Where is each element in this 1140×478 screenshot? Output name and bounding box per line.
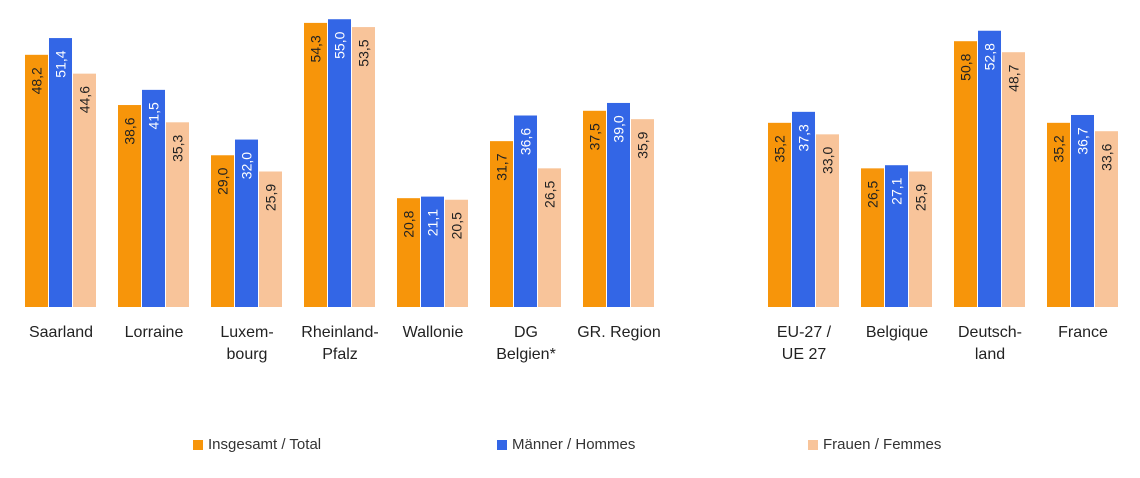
bar-luxem-bourg-insgesamt-total bbox=[211, 155, 234, 307]
bar-gr-region-insgesamt-total bbox=[583, 110, 606, 307]
bar-lorraine-frauen-femmes bbox=[166, 122, 189, 307]
legend-label-women: Frauen / Femmes bbox=[823, 436, 942, 453]
data-label-france-frauen-femmes: 33,6 bbox=[1099, 143, 1115, 170]
data-label-belgique-m-nner-hommes: 27,1 bbox=[889, 177, 905, 204]
data-label-gr-region-m-nner-hommes: 39,0 bbox=[611, 115, 627, 142]
data-label-luxem-bourg-frauen-femmes: 25,9 bbox=[263, 184, 279, 211]
bar-luxem-bourg-m-nner-hommes bbox=[235, 139, 258, 307]
bar-rheinland-pfalz-m-nner-hommes bbox=[328, 19, 351, 307]
bar-dg-belgien-m-nner-hommes bbox=[514, 115, 537, 307]
legend-label-men: Männer / Hommes bbox=[512, 436, 636, 453]
data-label-rheinland-pfalz-m-nner-hommes: 55,0 bbox=[332, 31, 348, 58]
category-label-gr-region: GR. Region bbox=[577, 324, 661, 341]
bar-deutsch-land-frauen-femmes bbox=[1002, 52, 1025, 307]
data-label-luxem-bourg-m-nner-hommes: 32,0 bbox=[239, 152, 255, 179]
bar-dg-belgien-frauen-femmes bbox=[538, 168, 561, 307]
bar-saarland-insgesamt-total bbox=[25, 54, 48, 307]
data-label-wallonie-frauen-femmes: 20,5 bbox=[449, 212, 465, 239]
category-label-belgique: Belgique bbox=[866, 324, 928, 341]
bar-wallonie-frauen-femmes bbox=[445, 199, 468, 307]
category-label-deutsch-land: Deutsch-land bbox=[958, 324, 1022, 363]
data-label-dg-belgien-m-nner-hommes: 36,6 bbox=[518, 128, 534, 155]
data-label-lorraine-insgesamt-total: 38,6 bbox=[122, 117, 138, 144]
data-label-deutsch-land-m-nner-hommes: 52,8 bbox=[982, 43, 998, 70]
bar-dg-belgien-insgesamt-total bbox=[490, 141, 513, 307]
bar-deutsch-land-m-nner-hommes bbox=[978, 30, 1001, 307]
bar-gr-region-frauen-femmes bbox=[631, 119, 654, 307]
data-label-gr-region-frauen-femmes: 35,9 bbox=[635, 131, 651, 158]
bar-deutsch-land-insgesamt-total bbox=[954, 41, 977, 307]
bar-luxem-bourg-frauen-femmes bbox=[259, 171, 282, 307]
data-label-deutsch-land-frauen-femmes: 48,7 bbox=[1006, 64, 1022, 91]
bar-lorraine-insgesamt-total bbox=[118, 105, 141, 308]
bar-belgique-insgesamt-total bbox=[861, 168, 884, 307]
bar-belgique-m-nner-hommes bbox=[885, 165, 908, 307]
category-label-dg-belgien: DG Belgien* bbox=[496, 324, 556, 363]
bar-lorraine-m-nner-hommes bbox=[142, 89, 165, 307]
bar-wallonie-insgesamt-total bbox=[397, 198, 420, 307]
data-label-rheinland-pfalz-frauen-femmes: 53,5 bbox=[356, 39, 372, 66]
data-label-belgique-frauen-femmes: 25,9 bbox=[913, 184, 929, 211]
data-label-rheinland-pfalz-insgesamt-total: 54,3 bbox=[308, 35, 324, 62]
category-label-eu-27-ue-27: EU-27 /UE 27 bbox=[777, 324, 832, 363]
data-label-deutsch-land-insgesamt-total: 50,8 bbox=[958, 53, 974, 80]
category-label-saarland: Saarland bbox=[29, 324, 93, 341]
bar-france-frauen-femmes bbox=[1095, 131, 1118, 307]
data-label-wallonie-m-nner-hommes: 21,1 bbox=[425, 209, 441, 236]
chart-legend: Insgesamt / Total Männer / Hommes Frauen… bbox=[0, 436, 1140, 460]
bar-wallonie-m-nner-hommes bbox=[421, 196, 444, 307]
bar-belgique-frauen-femmes bbox=[909, 171, 932, 307]
bar-chart: 48,2 51,4 44,6 Saarland 38,6 41,5 35,3 Lorraine… bbox=[25, 19, 1118, 363]
category-label-france: France bbox=[1058, 324, 1108, 341]
legend-item-men: Männer / Hommes bbox=[497, 436, 635, 453]
legend-label-total: Insgesamt / Total bbox=[208, 436, 322, 453]
data-label-belgique-insgesamt-total: 26,5 bbox=[865, 181, 881, 208]
bar-saarland-m-nner-hommes bbox=[49, 38, 72, 307]
category-label-luxem-bourg: Luxem-bourg bbox=[220, 324, 273, 363]
legend-swatch-total bbox=[193, 439, 203, 450]
data-label-luxem-bourg-insgesamt-total: 29,0 bbox=[215, 167, 231, 194]
category-label-rheinland-pfalz: Rheinland-Pfalz bbox=[301, 324, 378, 363]
bar-rheinland-pfalz-insgesamt-total bbox=[304, 22, 327, 307]
bar-eu-27-ue-27-frauen-femmes bbox=[816, 134, 839, 307]
data-label-france-m-nner-hommes: 36,7 bbox=[1075, 127, 1091, 154]
category-label-wallonie: Wallonie bbox=[403, 324, 464, 341]
data-label-saarland-m-nner-hommes: 51,4 bbox=[53, 50, 69, 77]
bar-eu-27-ue-27-m-nner-hommes bbox=[792, 111, 815, 308]
legend-item-women: Frauen / Femmes bbox=[808, 436, 941, 453]
data-label-lorraine-m-nner-hommes: 41,5 bbox=[146, 102, 162, 129]
data-label-eu-27-ue-27-m-nner-hommes: 37,3 bbox=[796, 124, 812, 151]
data-label-france-insgesamt-total: 35,2 bbox=[1051, 135, 1067, 162]
legend-item-total: Insgesamt / Total bbox=[193, 436, 321, 453]
data-label-eu-27-ue-27-insgesamt-total: 35,2 bbox=[772, 135, 788, 162]
bar-france-m-nner-hommes bbox=[1071, 114, 1094, 308]
data-label-eu-27-ue-27-frauen-femmes: 33,0 bbox=[820, 147, 836, 174]
bar-rheinland-pfalz-frauen-femmes bbox=[352, 27, 375, 308]
data-label-lorraine-frauen-femmes: 35,3 bbox=[170, 134, 186, 161]
data-label-saarland-frauen-femmes: 44,6 bbox=[77, 86, 93, 113]
data-label-wallonie-insgesamt-total: 20,8 bbox=[401, 210, 417, 237]
legend-swatch-men bbox=[497, 439, 507, 450]
legend-swatch-women bbox=[808, 439, 818, 450]
data-label-dg-belgien-insgesamt-total: 31,7 bbox=[494, 153, 510, 180]
bar-france-insgesamt-total bbox=[1047, 122, 1070, 307]
category-label-lorraine: Lorraine bbox=[125, 324, 184, 341]
bar-saarland-frauen-femmes bbox=[73, 73, 96, 308]
data-label-dg-belgien-frauen-femmes: 26,5 bbox=[542, 181, 558, 208]
data-label-saarland-insgesamt-total: 48,2 bbox=[29, 67, 45, 94]
bar-eu-27-ue-27-insgesamt-total bbox=[768, 122, 791, 307]
bar-gr-region-m-nner-hommes bbox=[607, 102, 630, 307]
data-label-gr-region-insgesamt-total: 37,5 bbox=[587, 123, 603, 150]
